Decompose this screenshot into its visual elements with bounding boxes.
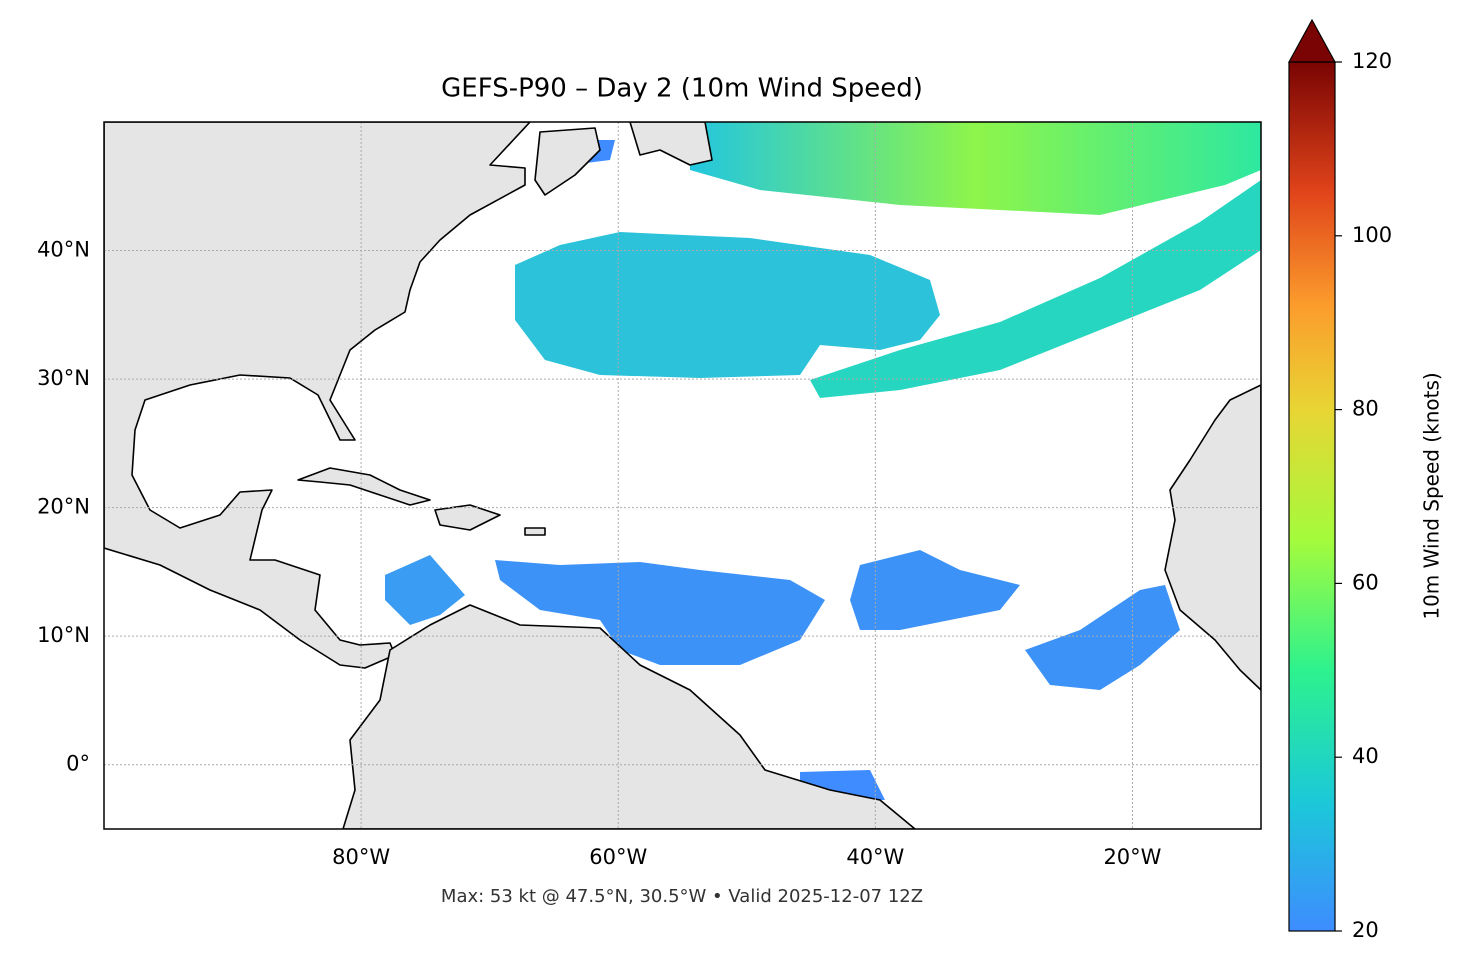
cuba <box>297 467 431 506</box>
colorbar-tick-label: 80 <box>1352 397 1379 421</box>
colorbar-label: 10m Wind Speed (knots) <box>1420 372 1444 619</box>
wind-area <box>800 770 885 800</box>
colorbar-tick-label: 40 <box>1352 744 1379 768</box>
hispaniola <box>434 504 501 531</box>
land <box>104 122 1261 829</box>
colorbar-scale <box>1288 61 1336 932</box>
map-frame <box>103 121 1262 830</box>
map <box>104 122 1261 829</box>
graticule <box>104 122 1261 829</box>
wind-area <box>1025 585 1180 690</box>
colorbar-extension <box>1287 18 1337 63</box>
lat-tick-label: 40°N <box>37 238 90 262</box>
footer: Max: 53 kt @ 47.5°N, 30.5°W • Valid 2025… <box>441 886 923 907</box>
maritimes <box>534 127 601 196</box>
lat-tick-label: 0° <box>66 752 90 776</box>
colorbar: 10m Wind Speed (knots) 20 40 60 80 100 120 <box>1287 18 1444 942</box>
wind-area <box>515 232 940 378</box>
lon-tick-label: 80°W <box>332 845 390 869</box>
wind-area <box>850 550 1020 630</box>
south-america <box>342 604 916 829</box>
wind-area <box>385 555 465 625</box>
puerto-rico <box>524 527 546 536</box>
colorbar-tick-label: 120 <box>1352 49 1392 73</box>
lat-tick-label: 10°N <box>37 623 90 647</box>
lon-tick-label: 20°W <box>1103 845 1161 869</box>
axes: 80°W 60°W 40°W 20°W 0° 10°N 20°N 30°N 40°N <box>37 238 1162 869</box>
lon-tick-label: 40°W <box>846 845 904 869</box>
north-america <box>104 122 531 669</box>
wind-field <box>108 122 1261 800</box>
colorbar-tick-label: 100 <box>1352 223 1392 247</box>
wind-area <box>810 180 1261 398</box>
wind-area <box>690 122 1261 215</box>
lat-tick-label: 30°N <box>37 366 90 390</box>
colorbar-tick-label: 20 <box>1352 918 1379 942</box>
lat-tick-label: 20°N <box>37 495 90 519</box>
colorbar-tick-label: 60 <box>1352 570 1379 594</box>
africa <box>1164 384 1261 691</box>
wind-area <box>495 560 825 665</box>
newfoundland <box>629 122 713 166</box>
lon-tick-label: 60°W <box>589 845 647 869</box>
title: GEFS-P90 – Day 2 (10m Wind Speed) <box>441 74 923 104</box>
